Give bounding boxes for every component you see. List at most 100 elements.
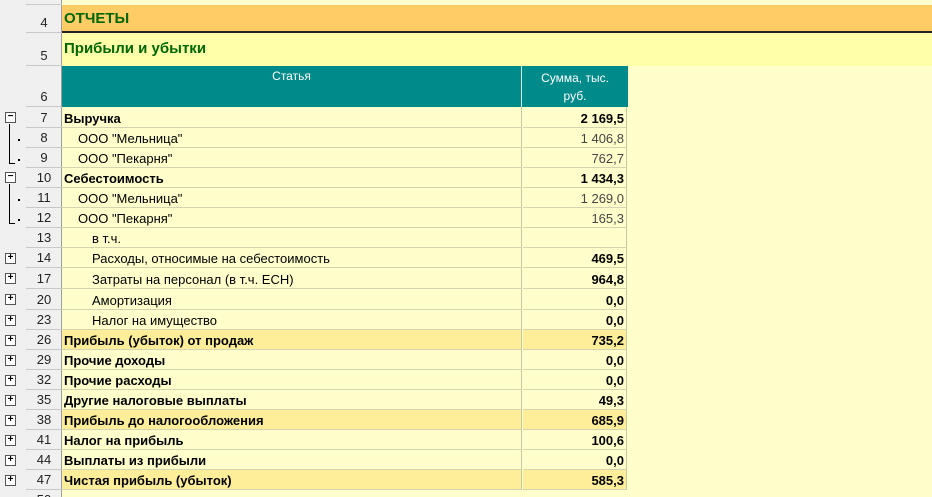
table-row[interactable]: Выплаты из прибыли 0,0 xyxy=(62,450,932,470)
row-header[interactable]: 6 xyxy=(26,66,62,107)
table-row[interactable]: Себестоимость 1 434,3 xyxy=(62,168,932,188)
table-row[interactable]: ООО "Мельница" 1 406,8 xyxy=(62,128,932,148)
row-label: Себестоимость xyxy=(64,171,164,186)
expand-group-button[interactable]: + xyxy=(5,375,16,386)
table-row[interactable]: ООО "Мельница" 1 269,0 xyxy=(62,188,932,208)
expand-group-button[interactable]: + xyxy=(5,294,16,305)
collapse-group-button[interactable]: − xyxy=(5,112,16,123)
table-row[interactable]: Амортизация 0,0 xyxy=(62,289,932,310)
row-value: 685,9 xyxy=(591,413,624,428)
row-header[interactable] xyxy=(26,0,62,5)
table-row[interactable]: Расходы, относимые на себестоимость 469,… xyxy=(62,248,932,268)
group-bracket-end xyxy=(9,223,15,224)
row-header[interactable]: 41 xyxy=(26,430,62,450)
row-value: 469,5 xyxy=(591,251,624,266)
row-header[interactable]: 4 xyxy=(26,5,62,33)
table-row[interactable]: Прочие доходы 0,0 xyxy=(62,350,932,370)
row-header[interactable]: 29 xyxy=(26,350,62,370)
row-label: Выручка xyxy=(64,111,121,126)
expand-group-button[interactable]: + xyxy=(5,315,16,326)
expand-group-button[interactable]: + xyxy=(5,335,16,346)
table-row[interactable]: Чистая прибыль (убыток) 585,3 xyxy=(62,470,932,490)
row-header[interactable]: 7 xyxy=(26,107,62,128)
row-header[interactable]: 35 xyxy=(26,390,62,410)
row-header[interactable]: 9 xyxy=(26,148,62,168)
column-header-sum-line2: руб. xyxy=(563,89,587,103)
row-header[interactable]: 5 xyxy=(26,33,62,66)
row-value: 0,0 xyxy=(605,353,624,368)
row-header[interactable]: 44 xyxy=(26,450,62,470)
row-value: 735,2 xyxy=(591,333,624,348)
table-row[interactable]: Прибыль до налогообложения 685,9 xyxy=(62,410,932,430)
level-dot xyxy=(18,159,20,161)
table-row[interactable]: Прочие расходы 0,0 xyxy=(62,370,932,390)
row-label: Прочие расходы xyxy=(64,373,172,388)
expand-group-button[interactable]: + xyxy=(5,455,16,466)
row-header[interactable]: 20 xyxy=(26,289,62,310)
row-value: 165,3 xyxy=(591,211,624,226)
row-headers: 4 5 6 7 8 9 10 11 12 13 14 17 20 23 26 2… xyxy=(26,0,62,497)
row-value: 1 269,0 xyxy=(580,191,624,206)
row-value: 0,0 xyxy=(605,373,624,388)
table-row[interactable]: Налог на имущество 0,0 xyxy=(62,310,932,330)
row-header[interactable]: 13 xyxy=(26,228,62,248)
table-header: Статья Сумма, тыс. руб. xyxy=(62,66,628,107)
table-row[interactable]: Прибыль (убыток) от продаж 735,2 xyxy=(62,330,932,350)
row-label: Расходы, относимые на себестоимость xyxy=(92,251,330,266)
row-header[interactable]: 23 xyxy=(26,310,62,330)
table-row[interactable]: Выручка 2 169,5 xyxy=(62,107,932,128)
row-label: Амортизация xyxy=(92,293,172,308)
table-row[interactable]: ООО "Пекарня" 762,7 xyxy=(62,148,932,168)
table-row[interactable]: Другие налоговые выплаты 49,3 xyxy=(62,390,932,410)
row-label: Прибыль (убыток) от продаж xyxy=(64,333,254,348)
row-label: Другие налоговые выплаты xyxy=(64,393,247,408)
expand-group-button[interactable]: + xyxy=(5,355,16,366)
row-header[interactable]: 17 xyxy=(26,268,62,289)
expand-group-button[interactable]: + xyxy=(5,435,16,446)
row-value: 1 434,3 xyxy=(580,171,624,186)
row-label: Затраты на персонал (в т.ч. ЕСН) xyxy=(92,272,294,287)
row-header[interactable]: 10 xyxy=(26,168,62,188)
row-label: ООО "Мельница" xyxy=(78,191,183,206)
column-header-stat[interactable]: Статья xyxy=(62,66,522,107)
row-label: ООО "Пекарня" xyxy=(78,151,173,166)
table-row[interactable]: Налог на прибыль 100,6 xyxy=(62,430,932,450)
row-value: 964,8 xyxy=(591,272,624,287)
row-value: 100,6 xyxy=(591,433,624,448)
column-header-sum[interactable]: Сумма, тыс. руб. xyxy=(523,66,627,107)
table-row[interactable]: Затраты на персонал (в т.ч. ЕСН) 964,8 xyxy=(62,268,932,289)
report-section-title: ОТЧЕТЫ xyxy=(64,10,130,27)
row-value: 1 406,8 xyxy=(580,131,624,146)
row-header[interactable]: 14 xyxy=(26,248,62,268)
group-bracket xyxy=(9,184,10,224)
expand-group-button[interactable]: + xyxy=(5,253,16,264)
table-row[interactable]: в т.ч. xyxy=(62,228,932,248)
level-dot xyxy=(18,139,20,141)
expand-group-button[interactable]: + xyxy=(5,415,16,426)
row-header[interactable]: 26 xyxy=(26,330,62,350)
expand-group-button[interactable]: + xyxy=(5,395,16,406)
row-value: 2 169,5 xyxy=(580,111,624,126)
row-label: в т.ч. xyxy=(92,231,122,246)
row-header[interactable]: 11 xyxy=(26,188,62,208)
report-title-row[interactable]: ОТЧЕТЫ xyxy=(62,5,932,33)
row-header[interactable]: 47 xyxy=(26,470,62,490)
row-header[interactable]: 12 xyxy=(26,208,62,228)
group-bracket-end xyxy=(9,163,15,164)
outline-bar: − − + + + + + + + + + + + + xyxy=(0,0,26,497)
row-value: 0,0 xyxy=(605,453,624,468)
row-value: 0,0 xyxy=(605,293,624,308)
table-row[interactable]: ООО "Пекарня" 165,3 xyxy=(62,208,932,228)
row-label: ООО "Пекарня" xyxy=(78,211,173,226)
report-subtitle: Прибыли и убытки xyxy=(64,40,207,57)
report-subtitle-row[interactable]: Прибыли и убытки xyxy=(62,33,932,66)
spreadsheet-grid[interactable]: ОТЧЕТЫ Прибыли и убытки Статья Сумма, ты… xyxy=(62,0,932,497)
row-header[interactable]: 8 xyxy=(26,128,62,148)
row-label: Налог на имущество xyxy=(92,313,218,328)
row-header[interactable]: 50 xyxy=(26,490,62,497)
row-header[interactable]: 38 xyxy=(26,410,62,430)
expand-group-button[interactable]: + xyxy=(5,273,16,284)
expand-group-button[interactable]: + xyxy=(5,475,16,486)
collapse-group-button[interactable]: − xyxy=(5,172,16,183)
row-header[interactable]: 32 xyxy=(26,370,62,390)
